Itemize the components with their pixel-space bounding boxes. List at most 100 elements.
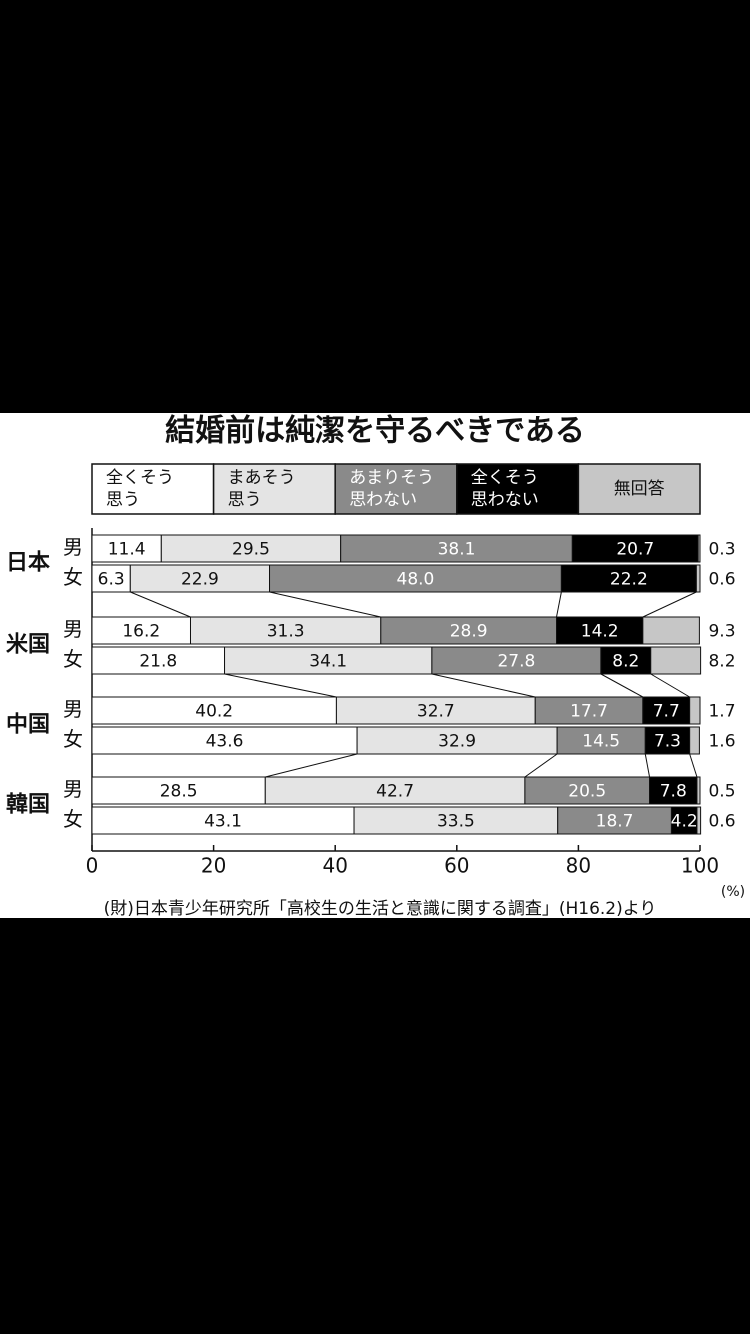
connector [524, 753, 558, 778]
data-label: 33.5 [437, 812, 475, 832]
connector [642, 591, 697, 618]
bar-segment [642, 696, 691, 725]
data-label: 42.7 [376, 782, 414, 802]
bar-segment [269, 564, 562, 593]
data-label: 4.2 [671, 812, 698, 832]
data-label: 43.6 [206, 732, 244, 752]
bar-segment [689, 726, 700, 755]
bar-segment [556, 616, 644, 645]
bar-segment [380, 616, 558, 645]
bar-segment [697, 534, 701, 563]
data-label: 9.3 [708, 622, 735, 642]
unit-label: (%) [721, 884, 745, 900]
bar-segment [91, 776, 266, 805]
data-label: 32.7 [417, 702, 455, 722]
legend-label: 無回答 [614, 479, 665, 499]
data-label: 18.7 [596, 812, 634, 832]
data-label: 27.8 [497, 652, 535, 672]
legend-swatch [456, 463, 580, 515]
data-label: 31.3 [267, 622, 305, 642]
y-tick-label: 男 [63, 777, 83, 801]
data-label: 14.5 [582, 732, 620, 752]
bar-segment [353, 806, 559, 835]
legend-swatch [577, 463, 701, 515]
data-label: 28.5 [160, 782, 198, 802]
data-label: 48.0 [397, 570, 435, 590]
data-label: 20.5 [568, 782, 606, 802]
legend-line: 思わない [349, 490, 417, 510]
legend-label: 全くそう思う [106, 468, 174, 510]
data-label: 32.9 [438, 732, 476, 752]
bar-segment [224, 646, 433, 675]
legend-swatch [212, 463, 336, 515]
bar-segment [557, 806, 672, 835]
legend-line: あまりそう [349, 468, 434, 488]
bar-segment [431, 646, 602, 675]
data-label: 8.2 [612, 652, 639, 672]
data-label: 0.6 [708, 812, 735, 832]
bar-segment [556, 726, 646, 755]
data-label: 14.2 [581, 622, 619, 642]
data-label: 1.7 [708, 702, 735, 722]
data-label: 43.1 [204, 812, 242, 832]
data-label: 22.2 [610, 570, 648, 590]
connector [600, 673, 644, 698]
data-label: 0.6 [708, 570, 735, 590]
connector [644, 753, 651, 778]
connector [224, 673, 337, 698]
data-label: 6.3 [98, 570, 125, 590]
connector [689, 753, 698, 778]
data-label: 22.9 [181, 570, 219, 590]
data-label: 0.3 [708, 540, 735, 560]
bar-segment [642, 616, 700, 645]
data-label: 16.2 [122, 622, 160, 642]
data-label: 21.8 [139, 652, 177, 672]
bar-segment [571, 534, 699, 563]
connector [269, 591, 381, 618]
y-tick-label: 女 [63, 565, 83, 589]
y-tick-label: 女 [63, 807, 83, 831]
legend-line: 思う [228, 490, 262, 510]
bar-segment [600, 646, 652, 675]
data-label: 38.1 [438, 540, 476, 560]
group-label: 米国 [6, 633, 50, 658]
legend-line: まあそう [228, 468, 296, 488]
bar-segment [644, 726, 691, 755]
legend-label: まあそう思う [228, 468, 296, 510]
data-label: 28.9 [450, 622, 488, 642]
y-tick-label: 女 [63, 727, 83, 751]
connector [130, 591, 191, 618]
bar-segment [695, 564, 701, 593]
data-label: 8.2 [708, 652, 735, 672]
bar-segment [91, 696, 337, 725]
bar-segment [696, 806, 702, 835]
data-label: 7.3 [654, 732, 681, 752]
x-tick-label: 20 [201, 854, 226, 878]
bar-segment [689, 696, 701, 725]
data-label: 34.1 [309, 652, 347, 672]
y-tick-label: 男 [63, 617, 83, 641]
bar-segment [189, 616, 382, 645]
connector [265, 753, 358, 778]
chart-title: 結婚前は純潔を守るべきである [165, 414, 585, 449]
x-tick-label: 100 [681, 854, 719, 878]
data-label: 20.7 [616, 540, 654, 560]
group-label: 日本 [6, 551, 50, 576]
bar-segment [264, 776, 526, 805]
legend-label: 全くそう思わない [471, 468, 539, 510]
group-label: 韓国 [6, 792, 50, 818]
x-tick-label: 80 [566, 854, 591, 878]
legend-label: あまりそう思わない [349, 468, 434, 510]
data-label: 29.5 [232, 540, 270, 560]
source: (財)日本青少年研究所「高校生の生活と意識に関する調査」(H16.2)より [104, 899, 657, 919]
bar-segment [91, 646, 226, 675]
bar-segment [560, 564, 697, 593]
connector [556, 591, 562, 618]
connector [650, 673, 690, 698]
data-label: 1.6 [708, 732, 735, 752]
x-tick-label: 60 [444, 854, 469, 878]
bar-segment [91, 726, 358, 755]
data-label: 40.2 [195, 702, 233, 722]
